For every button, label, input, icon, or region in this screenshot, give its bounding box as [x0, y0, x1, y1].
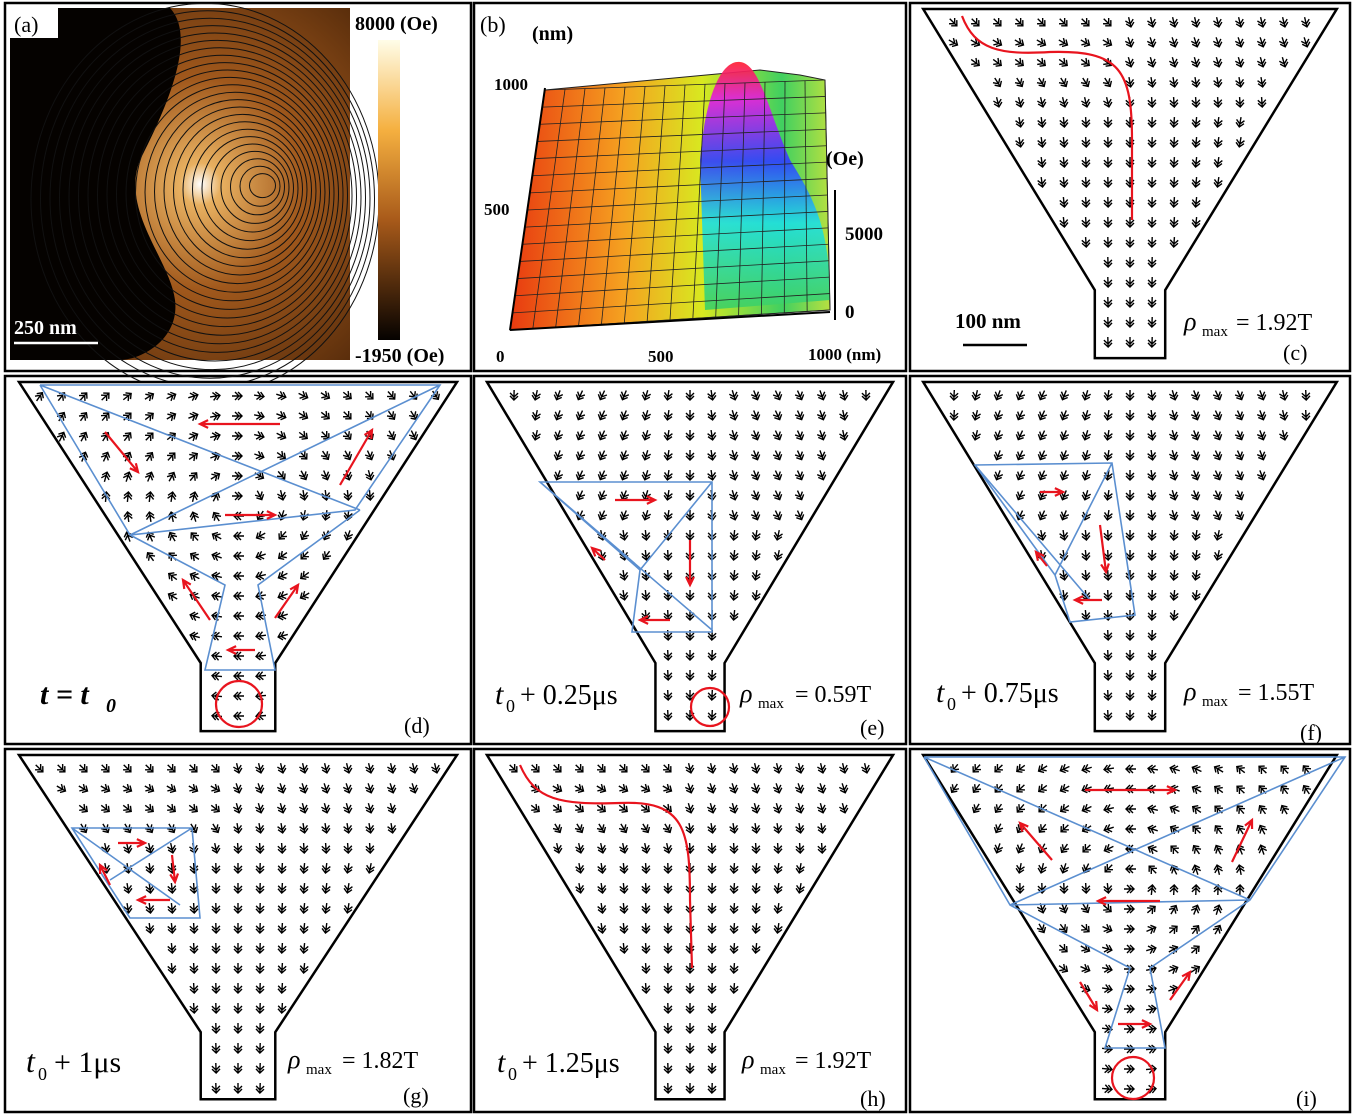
panel-label: (e): [860, 715, 884, 740]
axis-tick: 1000 (nm): [808, 345, 881, 364]
panel-label: (h): [860, 1086, 886, 1111]
panel-label: (b): [480, 12, 506, 37]
axis-tick: 5000: [845, 224, 883, 245]
rho: ρ: [1183, 677, 1196, 706]
axis-tick: 0: [845, 302, 855, 323]
time-rest: + 1μs: [54, 1046, 121, 1079]
rho-sub: max: [758, 696, 784, 712]
time: t: [936, 676, 945, 709]
rho-value: = 1.82T: [342, 1048, 419, 1074]
rho-sub: max: [1202, 324, 1228, 340]
time: t: [497, 1046, 506, 1079]
panel-label: (c): [1283, 340, 1307, 365]
panel-label: (g): [403, 1083, 429, 1108]
time-sub: 0: [506, 696, 515, 716]
colorbar-min: -1950 (Oe): [355, 345, 444, 367]
time-sub: 0: [106, 695, 116, 717]
rho-sub: max: [306, 1062, 332, 1078]
rho-value: = 1.55T: [1238, 680, 1315, 706]
axis-tick: 500: [648, 347, 674, 366]
figure: (a) 8000 (Oe) -1950 (Oe) 250 nm (b) (nm)…: [0, 0, 1354, 1115]
time: t: [495, 678, 504, 711]
scale-label: 250 nm: [14, 317, 77, 339]
axis-tick: 0: [496, 347, 505, 366]
time-rest: + 0.75μs: [961, 678, 1059, 709]
time-sub: 0: [508, 1064, 517, 1084]
panel-a: (a) 8000 (Oe) -1950 (Oe) 250 nm: [10, 3, 444, 395]
panel-label: (d): [404, 713, 430, 738]
time: t: [26, 1043, 36, 1079]
rho-sub: max: [760, 1062, 786, 1078]
panel-label: (f): [1300, 720, 1322, 745]
axis-unit: (Oe): [826, 148, 864, 170]
rho: ρ: [741, 1045, 754, 1074]
panel-b: (b) (nm) 1000 500 0 500 1000 (nm) (Oe) 5…: [480, 12, 883, 366]
rho: ρ: [287, 1045, 300, 1074]
panel-label: (a): [14, 12, 38, 37]
axis-tick: 1000: [494, 75, 528, 94]
axis-unit: (nm): [532, 23, 573, 45]
colorbar-max: 8000 (Oe): [355, 13, 438, 35]
time-rest: + 1.25μs: [522, 1048, 620, 1079]
time-sub: 0: [947, 694, 956, 714]
axis-tick: 500: [484, 200, 510, 219]
panel-label: (i): [1296, 1086, 1317, 1111]
time-sub: 0: [38, 1064, 47, 1084]
rho-sub: max: [1202, 694, 1228, 710]
rho-value: = 0.59T: [795, 682, 872, 708]
rho-value: = 1.92T: [795, 1048, 872, 1074]
rho: ρ: [739, 679, 752, 708]
colorbar: [378, 40, 400, 340]
scale-label: 100 nm: [955, 309, 1021, 333]
rho-value: = 1.92T: [1236, 310, 1313, 336]
time-rest: + 0.25μs: [520, 680, 618, 711]
time: t = t: [40, 678, 90, 711]
rho: ρ: [1183, 307, 1196, 336]
